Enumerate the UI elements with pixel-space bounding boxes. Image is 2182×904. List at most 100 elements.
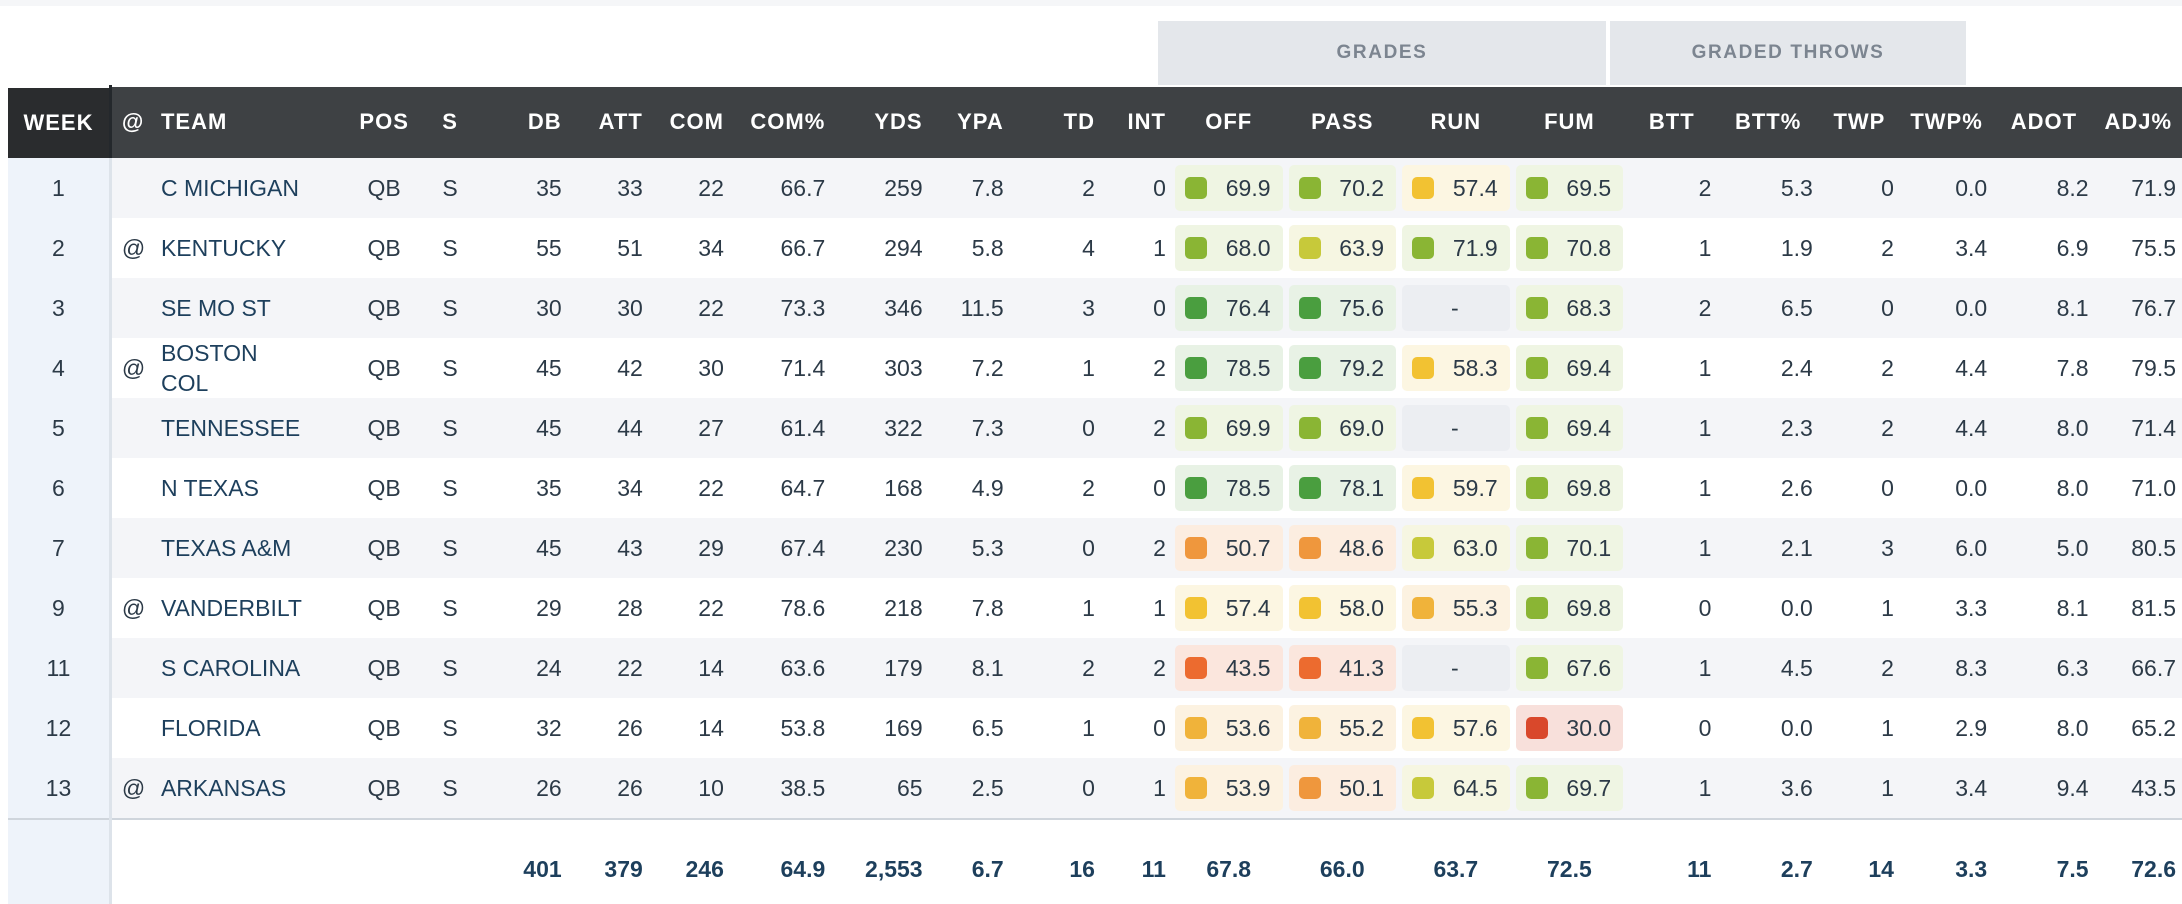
col-header-s[interactable]: S <box>419 86 481 158</box>
col-header-fum[interactable]: FUM <box>1512 86 1627 158</box>
grade-chip: 63.9 <box>1288 225 1397 271</box>
col-header-db[interactable]: DB <box>480 86 568 158</box>
com-cell: 29 <box>648 518 730 578</box>
pass-grade-cell: 79.2 <box>1286 338 1400 398</box>
table-row[interactable]: 7 TEXAS A&M QB S 45 43 29 67.4 230 5.3 0 2 50.7 48.6 6… <box>8 518 2182 578</box>
col-header-run[interactable]: RUN <box>1399 86 1513 158</box>
team-link[interactable]: N TEXAS <box>160 475 259 501</box>
table-row[interactable]: 2 @ KENTUCKY QB S 55 51 34 66.7 294 5.8 4 1 68.0 63.9 7… <box>8 218 2182 278</box>
table-row[interactable]: 5 TENNESSEE QB S 45 44 27 61.4 322 7.3 0 2 69.9 69.0-… <box>8 398 2182 458</box>
team-link[interactable]: S CAROLINA <box>150 638 349 698</box>
col-header-adot[interactable]: ADOT <box>1993 86 2095 158</box>
col-header-twp[interactable]: TWP <box>1818 86 1900 158</box>
col-header-pos[interactable]: POS <box>348 86 420 158</box>
off-grade-cell: 78.5 <box>1172 458 1286 518</box>
col-header-twp-pct[interactable]: TWP% <box>1899 86 1994 158</box>
week-cell: 5 <box>8 398 112 458</box>
s-cell: S <box>442 474 458 501</box>
table-row[interactable]: 3 SE MO ST QB S 30 30 22 73.3 346 11.5 3 0 76.4 75.6-… <box>8 278 2182 338</box>
com-cell: 22 <box>698 594 724 621</box>
team-link[interactable]: KENTUCKY <box>160 235 287 261</box>
grade-chip: 78.5 <box>1174 345 1283 391</box>
db-cell: 35 <box>536 474 562 501</box>
col-header-off[interactable]: OFF <box>1171 86 1286 158</box>
team-link[interactable]: SE MO ST <box>150 278 349 338</box>
com-pct-cell: 64.7 <box>780 474 826 501</box>
col-header-team[interactable]: TEAM <box>150 86 349 158</box>
col-header-com[interactable]: COM <box>648 86 730 158</box>
adj-pct-cell: 71.4 <box>2094 398 2182 458</box>
adj-pct-cell: 66.7 <box>2094 638 2182 698</box>
run-grade-cell: 58.3 <box>1399 338 1513 398</box>
total-ypa: 6.7 <box>928 818 1010 904</box>
table-row[interactable]: 4 @ BOSTON COL QB S 45 42 30 71.4 303 7.2 1 2 78.5 79.… <box>8 338 2182 398</box>
yds-cell: 346 <box>831 278 929 338</box>
run-grade-cell: 64.5 <box>1399 758 1513 819</box>
team-link[interactable]: BOSTON COL <box>151 338 349 398</box>
grade-value: 53.9 <box>1225 774 1271 801</box>
table-row[interactable]: 6 N TEXAS QB S 35 34 22 64.7 168 4.9 2 0 78.5 78.1 59.… <box>8 458 2182 518</box>
col-header-int[interactable]: INT <box>1100 86 1172 158</box>
week-cell: 2 <box>8 218 112 278</box>
grade-value: 69.5 <box>1566 174 1612 201</box>
grade-value: 41.3 <box>1339 654 1385 681</box>
adj-pct-cell: 76.7 <box>2094 278 2182 338</box>
grade-value: 57.4 <box>1452 174 1498 201</box>
team-link[interactable]: C MICHIGAN <box>150 158 349 218</box>
grade-value: 70.2 <box>1339 174 1385 201</box>
total-int: 11 <box>1100 818 1172 904</box>
col-header-td[interactable]: TD <box>1009 86 1101 158</box>
at-cell: @ <box>110 758 151 819</box>
col-header-yds[interactable]: YDS <box>831 86 929 158</box>
att-cell: 51 <box>617 234 643 261</box>
fum-grade-cell: 70.8 <box>1513 218 1627 278</box>
col-header-btt[interactable]: BTT <box>1626 86 1718 158</box>
col-header-att[interactable]: ATT <box>567 86 649 158</box>
col-header-at[interactable]: @ <box>110 86 151 158</box>
col-header-pass[interactable]: PASS <box>1285 86 1400 158</box>
btt-pct-cell: 5.3 <box>1717 158 1819 218</box>
com-pct-cell: 73.3 <box>729 278 832 338</box>
total-yds: 2,553 <box>831 818 929 904</box>
adot-cell: 8.0 <box>2056 474 2089 501</box>
col-header-week[interactable]: WEEK <box>8 85 112 158</box>
week-cell: 11 <box>8 638 112 698</box>
int-cell: 0 <box>1153 474 1166 501</box>
grade-color-square-icon <box>1412 597 1435 619</box>
grade-color-square-icon <box>1184 177 1207 199</box>
totals-empty-cell <box>110 818 151 904</box>
grade-color-square-icon <box>1184 717 1207 739</box>
td-cell: 2 <box>1009 638 1101 698</box>
yds-cell: 168 <box>884 474 923 501</box>
grade-chip: 78.1 <box>1288 465 1397 511</box>
s-cell: S <box>419 158 481 218</box>
team-link[interactable]: TEXAS A&M <box>150 518 349 578</box>
col-header-ypa[interactable]: YPA <box>928 86 1010 158</box>
grade-value: 78.5 <box>1225 354 1271 381</box>
yds-cell: 259 <box>831 158 929 218</box>
int-cell: 0 <box>1100 278 1172 338</box>
team-name[interactable]: BOSTON COL <box>160 340 258 396</box>
graded-throws-group-header: GRADED THROWS <box>1610 21 1966 85</box>
s-cell: S <box>419 518 481 578</box>
table-row[interactable]: 9 @ VANDERBILT QB S 29 28 22 78.6 218 7.8 1 1 57.4 58.… <box>8 578 2182 638</box>
grade-chip: 69.8 <box>1515 465 1624 511</box>
col-header-com-pct[interactable]: COM% <box>729 86 832 158</box>
pass-grade-cell: 58.0 <box>1286 578 1400 638</box>
team-link[interactable]: FLORIDA <box>160 715 261 741</box>
grade-value: 69.9 <box>1225 414 1271 441</box>
at-cell <box>110 518 151 578</box>
table-row[interactable]: 12 FLORIDA QB S 32 26 14 53.8 169 6.5 1 0 53.6 55.2 57… <box>8 698 2182 758</box>
twp-pct-cell: 0.0 <box>1899 278 1994 338</box>
off-grade-cell: 57.4 <box>1172 578 1286 638</box>
total-com: 246 <box>648 818 730 904</box>
com-cell: 22 <box>648 158 730 218</box>
team-link[interactable]: TENNESSEE <box>150 398 349 458</box>
table-row[interactable]: 11 S CAROLINA QB S 24 22 14 63.6 179 8.1 2 2 43.5 41.… <box>8 638 2182 698</box>
team-link[interactable]: ARKANSAS <box>150 758 349 819</box>
col-header-btt-pct[interactable]: BTT% <box>1717 86 1819 158</box>
col-header-adj-pct[interactable]: ADJ% <box>2094 86 2182 158</box>
team-link[interactable]: VANDERBILT <box>160 595 302 621</box>
table-row[interactable]: 13 @ ARKANSAS QB S 26 26 10 38.5 65 2.5 0 1 53.9 50.1 6… <box>8 758 2182 819</box>
